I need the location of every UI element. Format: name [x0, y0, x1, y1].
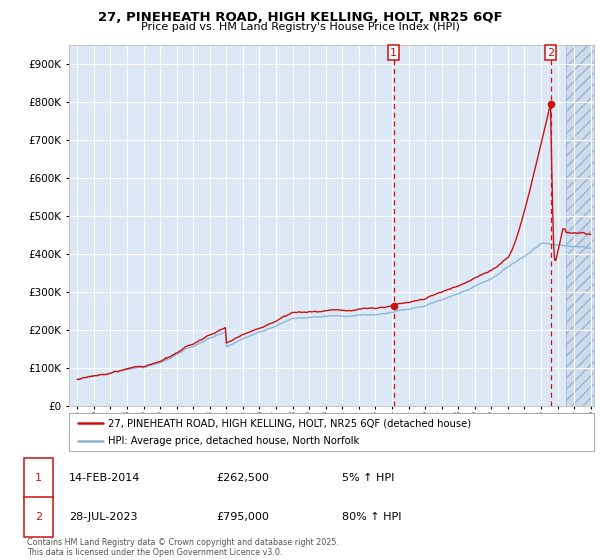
Text: 27, PINEHEATH ROAD, HIGH KELLING, HOLT, NR25 6QF (detached house): 27, PINEHEATH ROAD, HIGH KELLING, HOLT, … [109, 418, 472, 428]
Text: 1: 1 [390, 48, 397, 58]
Text: 80% ↑ HPI: 80% ↑ HPI [342, 512, 401, 522]
Bar [566, 45, 600, 406]
Text: Contains HM Land Registry data © Crown copyright and database right 2025.
This d: Contains HM Land Registry data © Crown c… [27, 538, 339, 557]
Text: Price paid vs. HM Land Registry's House Price Index (HPI): Price paid vs. HM Land Registry's House … [140, 22, 460, 32]
Text: 28-JUL-2023: 28-JUL-2023 [69, 512, 137, 522]
Text: £262,500: £262,500 [216, 473, 269, 483]
Text: 2: 2 [547, 48, 554, 58]
Text: HPI: Average price, detached house, North Norfolk: HPI: Average price, detached house, Nort… [109, 436, 359, 446]
Text: 14-FEB-2014: 14-FEB-2014 [69, 473, 140, 483]
Text: 5% ↑ HPI: 5% ↑ HPI [342, 473, 394, 483]
Bar [566, 45, 600, 406]
Text: 1: 1 [35, 473, 42, 483]
Text: 27, PINEHEATH ROAD, HIGH KELLING, HOLT, NR25 6QF: 27, PINEHEATH ROAD, HIGH KELLING, HOLT, … [98, 11, 502, 24]
Text: £795,000: £795,000 [216, 512, 269, 522]
Text: 2: 2 [35, 512, 42, 522]
